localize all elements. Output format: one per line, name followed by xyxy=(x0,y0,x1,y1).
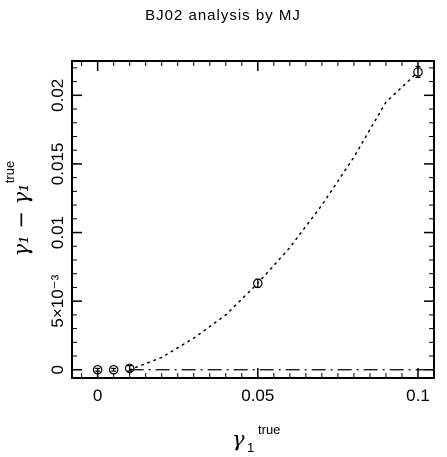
plot-frame xyxy=(71,60,435,379)
x-axis-label-symbol: γ xyxy=(232,427,245,451)
y-tick-label: 0.015 xyxy=(48,143,67,186)
chart-title: BJ02 analysis by MJ xyxy=(145,7,301,24)
data-point xyxy=(413,67,423,77)
y-tick-label: 0 xyxy=(48,365,67,374)
fit-curve xyxy=(128,71,419,371)
y-tick-label: 5×10⁻³ xyxy=(48,274,67,327)
y-tick-label: 0.01 xyxy=(48,216,67,249)
y-axis-label: γ₁ − γ₁ true xyxy=(2,161,33,257)
tick-marks xyxy=(72,61,434,378)
series-lines xyxy=(128,71,434,371)
y-axis-label-sup: true xyxy=(2,161,17,183)
data-point xyxy=(92,364,103,375)
data-point xyxy=(253,278,263,289)
x-axis-label-sub: 1 xyxy=(247,440,254,455)
y-tick-label: 0.02 xyxy=(48,79,67,112)
data-point xyxy=(108,364,119,375)
y-axis-label-text: γ₁ − γ₁ xyxy=(9,184,33,257)
x-tick-label: 0 xyxy=(93,386,102,405)
x-axis-label-sup: true xyxy=(258,422,280,437)
data-point xyxy=(124,363,135,374)
x-tick-label: 0.1 xyxy=(406,386,430,405)
x-axis-label: γ 1 true xyxy=(232,422,280,455)
x-tick-label: 0.05 xyxy=(241,386,274,405)
data-points xyxy=(92,65,423,375)
tick-labels: 0 0.05 0.1 0 5×10⁻³ 0.01 0.015 0.02 xyxy=(48,79,430,405)
